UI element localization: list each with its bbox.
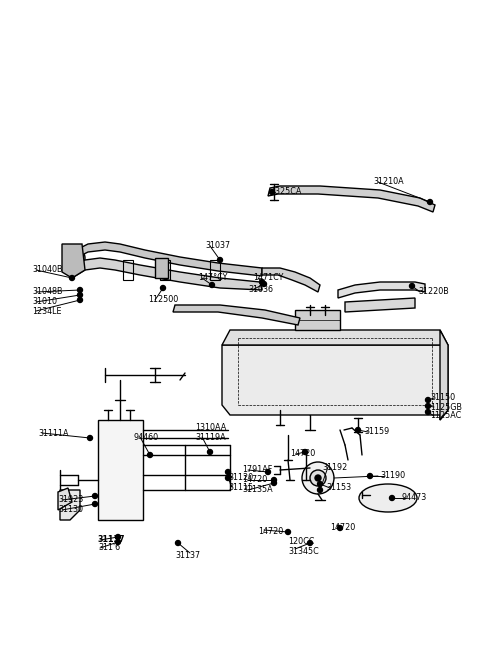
Polygon shape [345, 298, 415, 312]
Text: 31048B: 31048B [32, 288, 62, 296]
Text: 94473: 94473 [402, 493, 427, 503]
Text: 31192: 31192 [322, 463, 347, 472]
Polygon shape [155, 258, 168, 278]
Circle shape [87, 436, 93, 440]
Text: 31159: 31159 [364, 428, 389, 436]
Text: 94460: 94460 [133, 432, 158, 442]
Text: 14720: 14720 [290, 449, 315, 459]
Circle shape [217, 258, 223, 263]
Circle shape [425, 397, 431, 403]
Circle shape [310, 470, 326, 486]
Circle shape [272, 480, 276, 486]
Polygon shape [295, 310, 340, 330]
Polygon shape [268, 186, 435, 212]
Text: 31190: 31190 [380, 472, 405, 480]
Text: 31119A: 31119A [195, 432, 226, 442]
Circle shape [409, 284, 415, 288]
Circle shape [116, 539, 120, 545]
Text: 14720: 14720 [242, 476, 267, 484]
Text: 31036: 31036 [248, 284, 273, 294]
Text: 31010: 31010 [32, 298, 57, 307]
Circle shape [356, 428, 360, 432]
Circle shape [308, 541, 312, 545]
Circle shape [260, 279, 264, 284]
Circle shape [315, 475, 321, 481]
Circle shape [269, 189, 275, 194]
Circle shape [209, 283, 215, 288]
Text: 120CC: 120CC [288, 537, 314, 547]
Polygon shape [58, 488, 72, 510]
Circle shape [425, 403, 431, 409]
Circle shape [317, 487, 323, 493]
Text: 1234LE: 1234LE [32, 307, 61, 315]
Circle shape [428, 200, 432, 204]
Text: 31150: 31150 [430, 394, 455, 403]
Polygon shape [222, 345, 448, 420]
Circle shape [93, 501, 97, 507]
Circle shape [70, 275, 74, 281]
Text: 31137: 31137 [98, 535, 125, 545]
Circle shape [65, 248, 85, 268]
Circle shape [77, 292, 83, 298]
Circle shape [302, 462, 334, 494]
Text: 1791AF: 1791AF [242, 466, 272, 474]
Circle shape [317, 482, 323, 486]
Circle shape [176, 541, 180, 545]
Circle shape [160, 286, 166, 290]
Text: 311'6: 311'6 [98, 543, 120, 553]
Text: 14720: 14720 [330, 522, 355, 532]
Circle shape [226, 476, 230, 480]
Text: 31153: 31153 [326, 484, 351, 493]
Text: 31130: 31130 [58, 505, 83, 514]
Text: 31137: 31137 [175, 551, 200, 560]
Text: 14720: 14720 [258, 528, 283, 537]
Polygon shape [338, 282, 425, 298]
Ellipse shape [359, 484, 417, 512]
Polygon shape [222, 330, 448, 345]
Text: 1125GB: 1125GB [430, 403, 462, 411]
Circle shape [77, 288, 83, 292]
Text: 112500: 112500 [148, 296, 178, 304]
Circle shape [147, 453, 153, 457]
Circle shape [272, 478, 276, 482]
Text: 31345C: 31345C [288, 547, 319, 556]
Circle shape [368, 474, 372, 478]
Circle shape [286, 530, 290, 535]
Text: 31210A: 31210A [373, 177, 404, 187]
Text: 31923: 31923 [58, 495, 83, 505]
Circle shape [302, 449, 308, 455]
Polygon shape [98, 420, 143, 520]
Circle shape [425, 409, 431, 415]
Polygon shape [72, 242, 262, 276]
Circle shape [265, 470, 271, 474]
Circle shape [226, 470, 230, 474]
Polygon shape [72, 258, 262, 290]
Circle shape [337, 526, 343, 530]
Polygon shape [173, 305, 300, 325]
Text: 31120: 31120 [228, 474, 253, 482]
Text: 31115: 31115 [228, 482, 253, 491]
Text: 31040B: 31040B [32, 265, 62, 275]
Polygon shape [60, 490, 80, 520]
Polygon shape [62, 244, 85, 278]
Text: 1325CA: 1325CA [270, 187, 301, 196]
Text: 1471CY: 1471CY [253, 273, 283, 283]
Text: 31135A: 31135A [242, 486, 273, 495]
Circle shape [77, 298, 83, 302]
Text: 31111A: 31111A [38, 428, 69, 438]
Text: 1310AA: 1310AA [195, 424, 226, 432]
Circle shape [93, 493, 97, 499]
Polygon shape [262, 268, 320, 292]
Circle shape [262, 281, 266, 286]
Circle shape [389, 495, 395, 501]
Text: 147°CY: 147°CY [198, 273, 228, 283]
Text: 31037: 31037 [205, 242, 230, 250]
Text: 1125AC: 1125AC [430, 411, 461, 420]
Circle shape [207, 449, 213, 455]
Circle shape [116, 535, 120, 539]
Polygon shape [440, 330, 448, 420]
Text: 31220B: 31220B [418, 288, 449, 296]
